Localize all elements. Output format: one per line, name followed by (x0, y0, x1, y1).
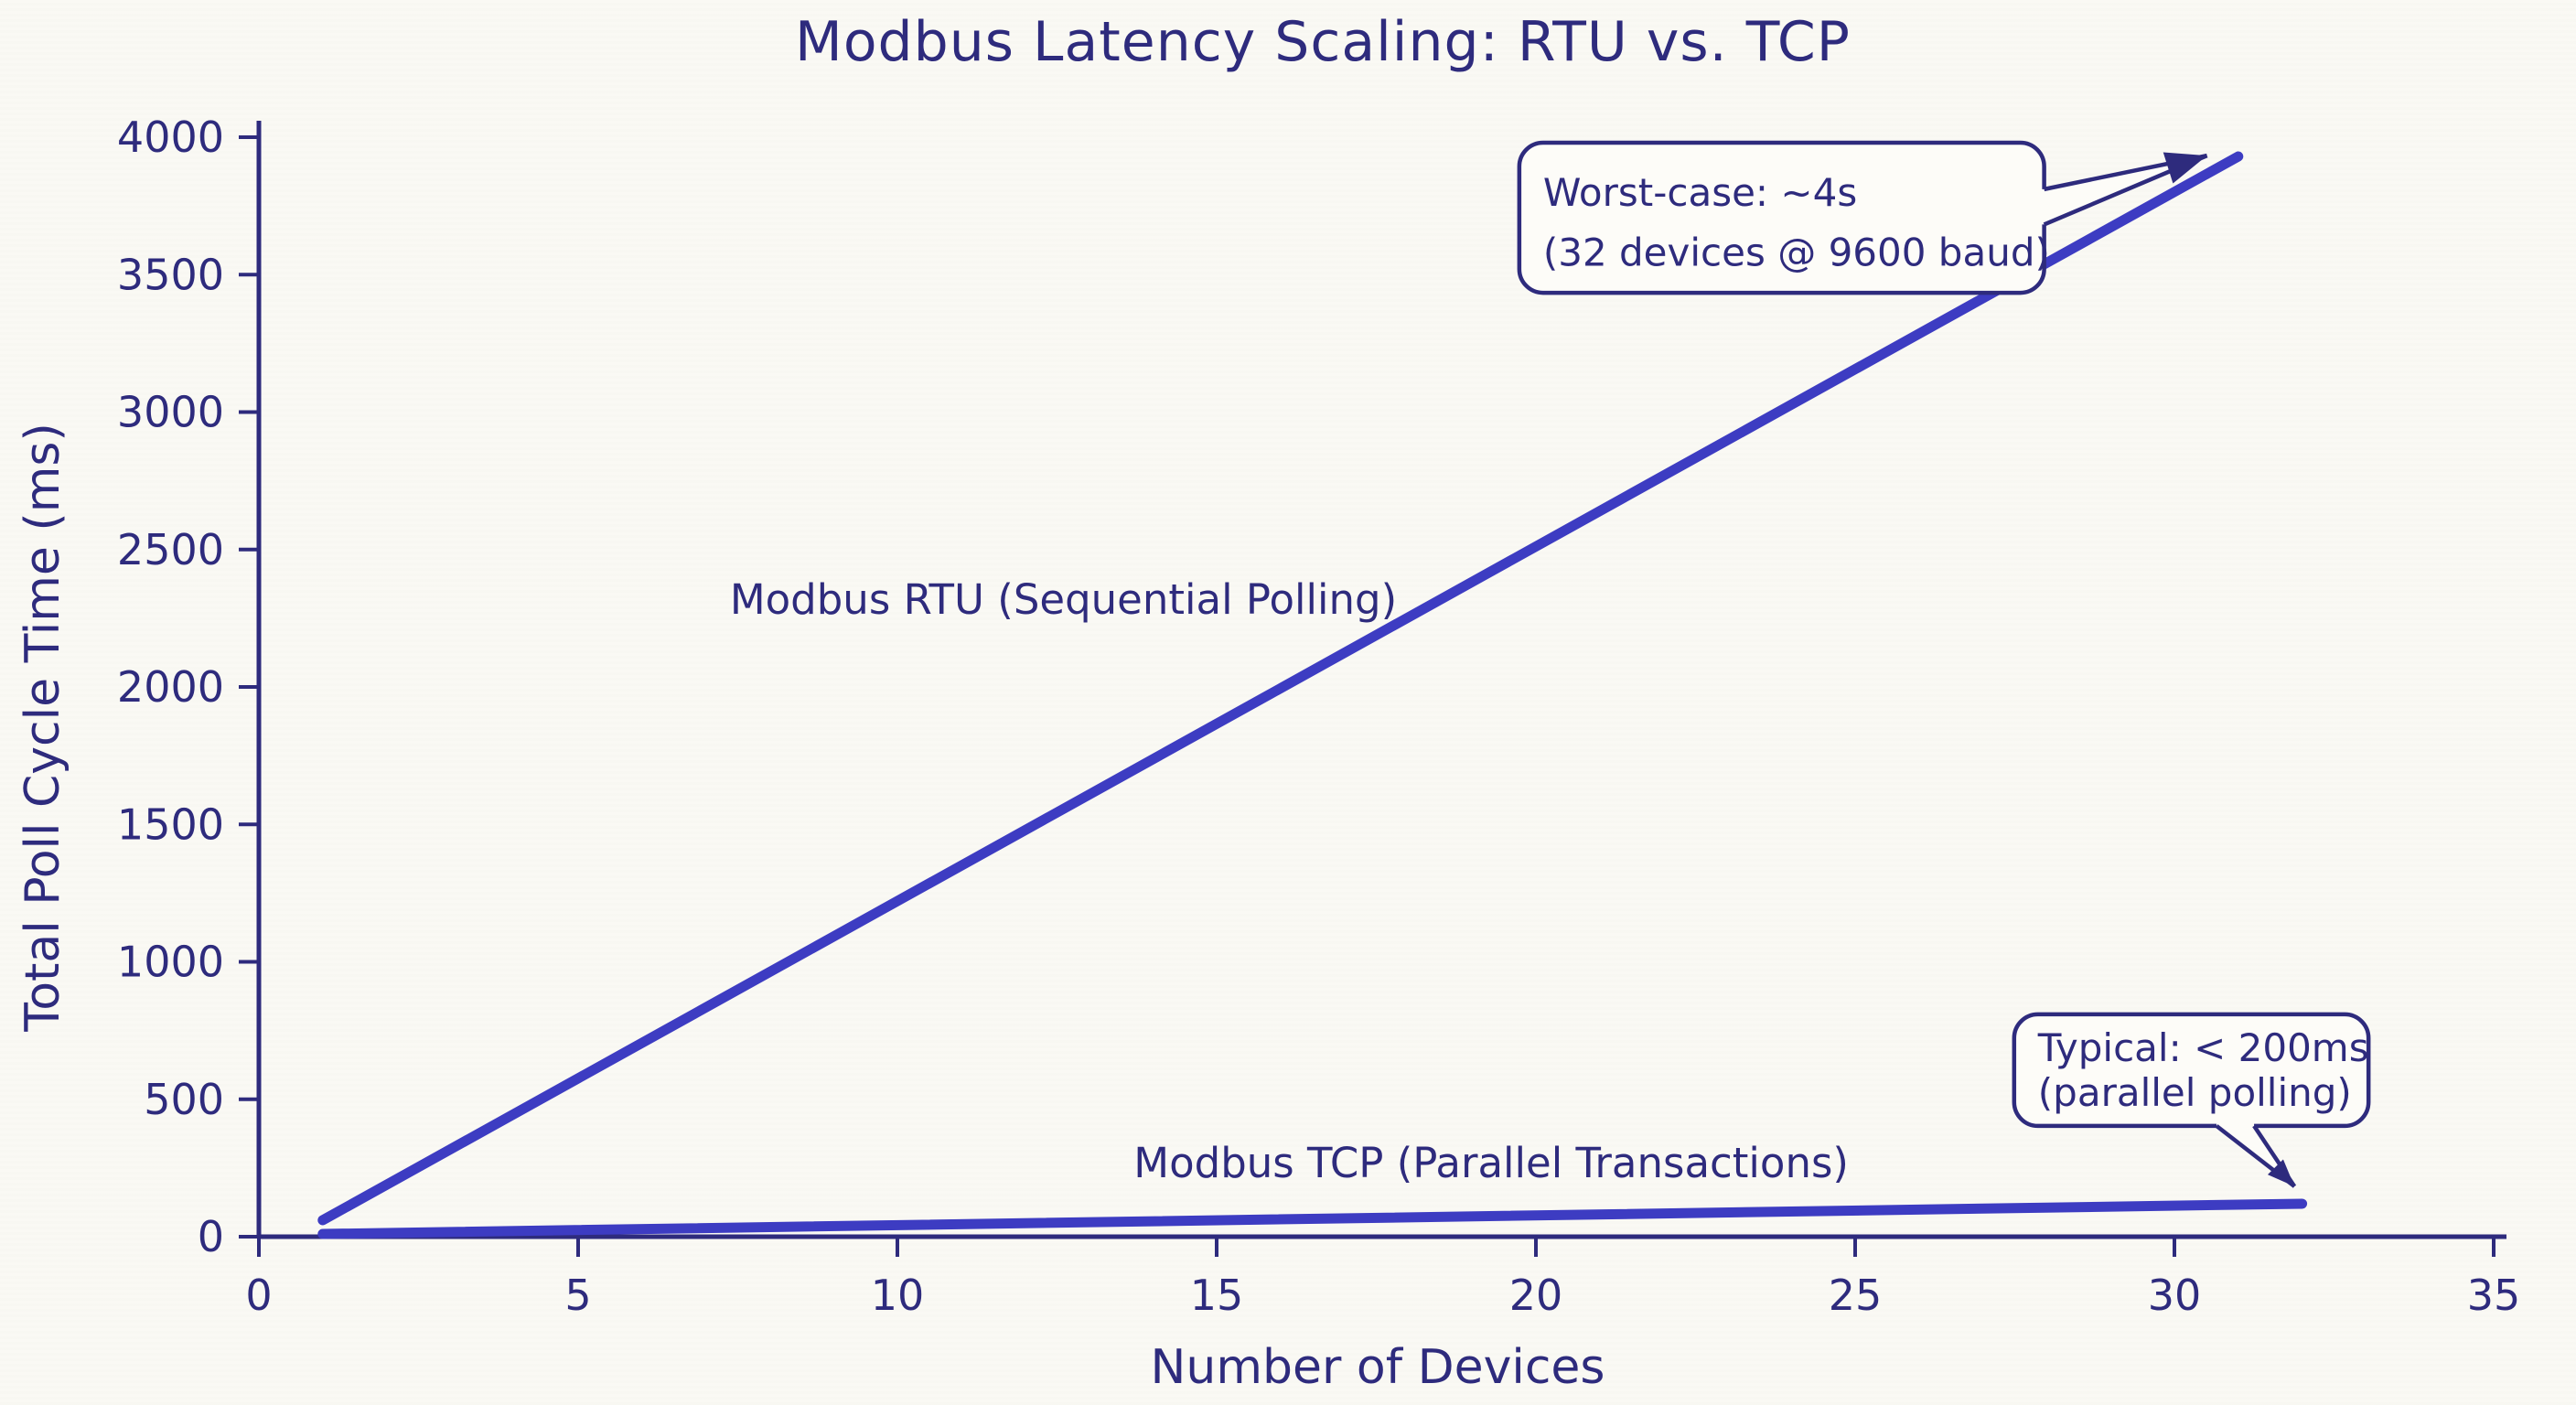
x-tick-label: 30 (2148, 1271, 2202, 1320)
y-tick-label: 1500 (117, 799, 224, 849)
x-tick-label: 5 (564, 1271, 591, 1320)
y-tick-label: 1000 (117, 938, 224, 987)
x-tick-label: 10 (871, 1271, 925, 1320)
x-tick-label: 15 (1190, 1271, 1244, 1320)
y-tick-label: 2500 (117, 525, 224, 574)
x-tick-label: 35 (2467, 1271, 2521, 1320)
y-tick-label: 2000 (117, 662, 224, 712)
y-tick-label: 0 (198, 1212, 224, 1261)
callout-text-line: (parallel polling) (2038, 1070, 2352, 1115)
data-series (317, 151, 2308, 1239)
callout-box (2012, 1012, 2371, 1129)
rtu-series-line (317, 151, 2244, 1226)
y-axis-label: Total Poll Cycle Time (ms) (16, 423, 70, 1032)
callout-arrowhead-icon (2267, 1159, 2295, 1187)
callout-text-line: Worst-case: ~4s (1543, 170, 1857, 215)
callout-worst-case: Worst-case: ~4s (32 devices @ 9600 baud) (1517, 140, 2208, 295)
series-label-tcp: Modbus TCP (Parallel Transactions) (1133, 1139, 1849, 1187)
series-label-rtu: Modbus RTU (Sequential Polling) (730, 575, 1397, 624)
x-tick-label: 0 (245, 1271, 272, 1320)
callout-text-line: (32 devices @ 9600 baud) (1543, 231, 2050, 275)
x-axis-label: Number of Devices (1151, 1340, 1605, 1395)
chart-title: Modbus Latency Scaling: RTU vs. TCP (795, 10, 1851, 74)
callout-text-line: Typical: < 200ms (2037, 1025, 2369, 1070)
callout-arrowhead-icon (2163, 152, 2207, 184)
y-tick-label: 500 (144, 1075, 224, 1124)
x-tick-label: 20 (1509, 1271, 1563, 1320)
tcp-series-line (317, 1198, 2308, 1239)
callout-typical: Typical: < 200ms(parallel polling) (2012, 1012, 2371, 1188)
y-tick-label: 3000 (117, 388, 224, 437)
axes: 0 5 10 15 20 25 30 35 0 500 1000 1500 2000 2500 3000 35… (117, 113, 2520, 1320)
y-tick-label: 4000 (117, 113, 224, 162)
annotations: Worst-case: ~4s (32 devices @ 9600 baud) T… (1517, 140, 2371, 1188)
y-tick-label: 3500 (117, 250, 224, 299)
x-tick-label: 25 (1829, 1271, 1883, 1320)
